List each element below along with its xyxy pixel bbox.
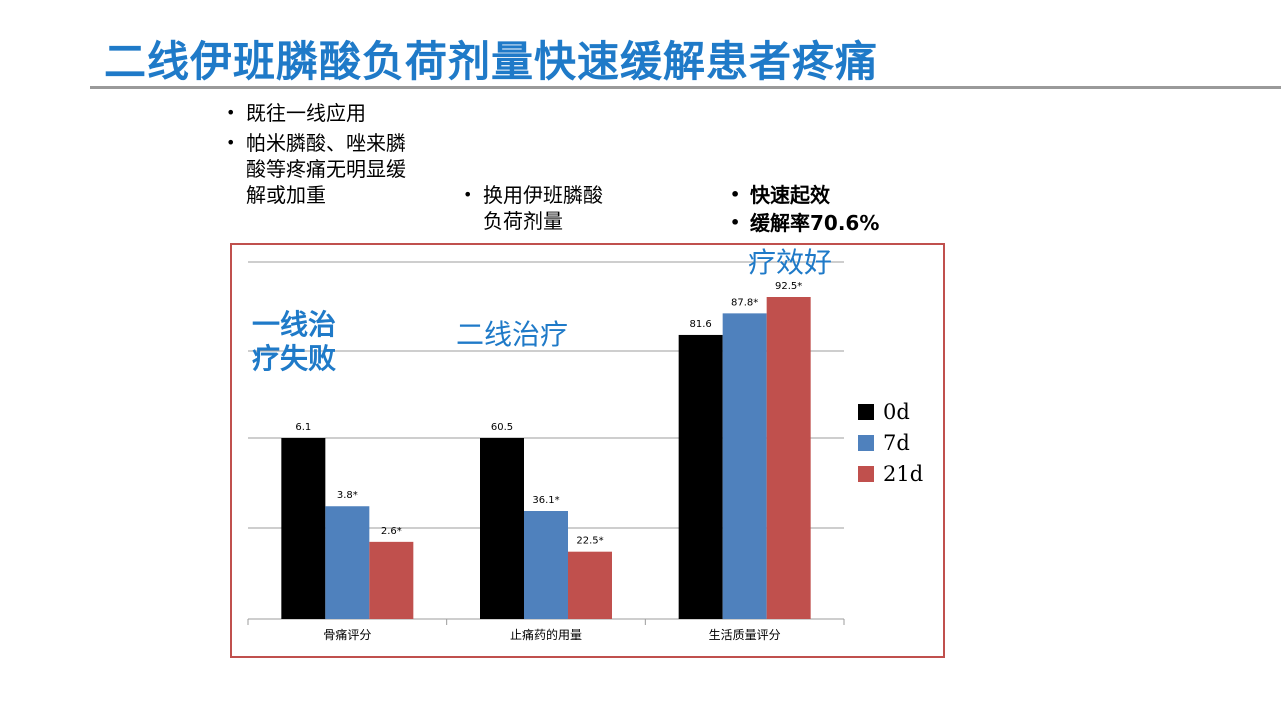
title-divider [90,86,1281,89]
note-left-item-1: 既往一线应用 [226,100,406,126]
note-right-item-1: 快速起效 [730,182,930,208]
data-label: 87.8* [731,297,758,308]
data-label: 81.6 [690,319,712,330]
bar-7d-0 [325,506,370,619]
data-label: 2.6* [381,526,402,537]
bar-21d-2 [766,297,811,619]
legend-item-21d: 21d [858,458,923,489]
category-label: 骨痛评分 [323,627,371,642]
note-left-item-2: 帕米膦酸、唑来膦酸等疼痛无明显缓解或加重 [226,130,406,208]
slide-title: 二线伊班膦酸负荷剂量快速缓解患者疼痛 [104,37,879,86]
legend-swatch-0d [858,403,874,420]
data-label: 6.1 [295,422,311,433]
note-left: 既往一线应用 帕米膦酸、唑来膦酸等疼痛无明显缓解或加重 [226,100,406,208]
bar-7d-1 [524,510,568,619]
chart-frame: 6.1 3.8* 2.6* 骨痛评分 60.5 36.1* 22.5* 止痛药的用量 81.6 8… [230,243,945,658]
note-middle-item-1: 换用伊班膦酸负荷剂量 [463,182,613,234]
bar-7d-2 [722,313,767,619]
bar-0d-1 [480,438,524,619]
legend-label-7d: 7d [883,430,910,455]
data-label: 36.1* [532,495,559,506]
legend-label-21d: 21d [883,461,924,486]
bar-0d-0 [281,438,326,619]
note-right: 快速起效 缓解率70.6% [730,182,930,236]
legend-item-0d: 0d [858,396,923,427]
category-label: 止痛药的用量 [510,627,582,642]
data-label: 22.5* [576,536,603,547]
callout-good-efficacy: 疗效好 [748,246,833,279]
bar-0d-2 [678,334,723,619]
legend-swatch-21d [858,465,874,482]
legend-swatch-7d [858,434,874,451]
legend-item-7d: 7d [858,427,923,458]
data-label: 60.5 [491,422,513,433]
bar-21d-1 [568,551,612,619]
category-label: 生活质量评分 [709,628,781,642]
legend-label-0d: 0d [883,399,910,424]
callout-second-line: 二线治疗 [456,318,569,351]
note-middle: 换用伊班膦酸负荷剂量 [463,182,613,234]
data-label: 92.5* [775,281,802,292]
data-label: 3.8* [337,490,358,501]
callout-first-line-failure: 一线治疗失败 [252,308,337,375]
note-right-item-2: 缓解率70.6% [730,210,930,236]
bar-chart: 6.1 3.8* 2.6* 骨痛评分 60.5 36.1* 22.5* 止痛药的用量 81.6 8… [247,261,845,642]
chart-legend: 0d 7d 21d [858,396,923,489]
bar-21d-0 [369,541,414,619]
